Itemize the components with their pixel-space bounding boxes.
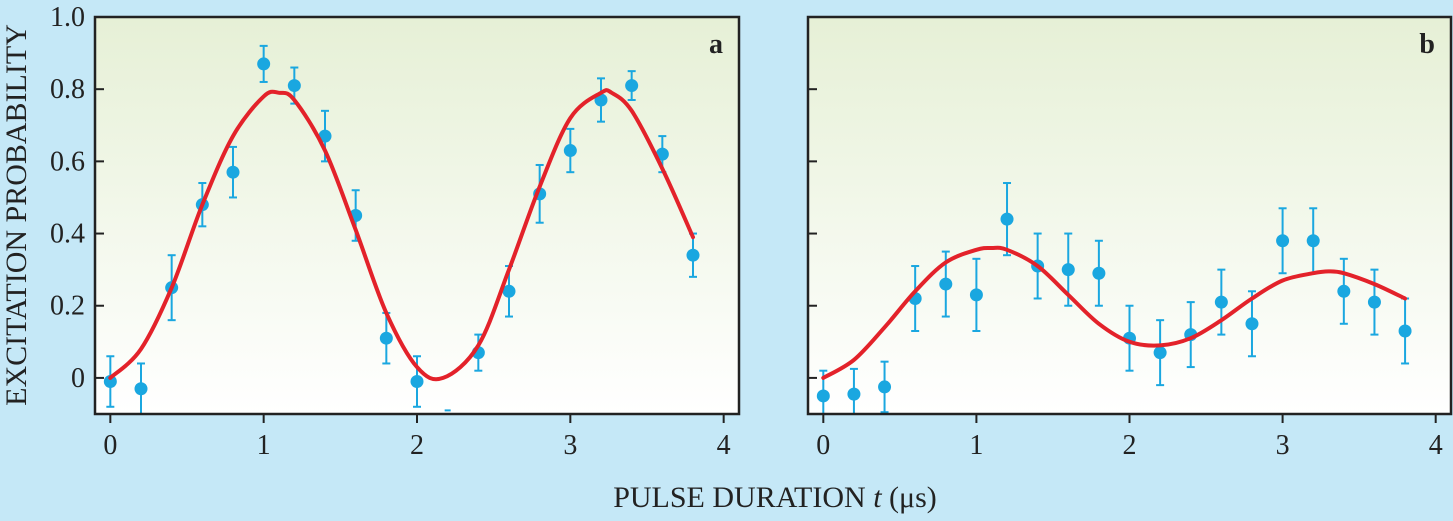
data-point: [969, 288, 983, 302]
x-tick-label: 2: [1123, 430, 1137, 461]
panel-label: b: [1419, 29, 1435, 60]
x-axis-label-text: PULSE DURATION: [613, 481, 873, 514]
data-point: [878, 380, 892, 394]
data-point: [226, 165, 240, 179]
plot-frame: [93, 15, 741, 416]
data-point: [1214, 295, 1228, 309]
data-point: [103, 375, 117, 389]
y-tick-label: 0.4: [50, 219, 85, 250]
x-tick-label: 1: [969, 430, 983, 461]
data-point: [563, 144, 577, 158]
y-tick-label: 0.2: [50, 291, 85, 322]
fit-curve: [108, 88, 695, 382]
data-point: [816, 389, 830, 403]
y-axis-label: EXCITATION PROBABILITY: [0, 24, 33, 406]
y-tick-label: 0.8: [50, 74, 85, 105]
data-point: [318, 129, 332, 143]
data-point: [257, 57, 271, 71]
panel-label: a: [709, 29, 723, 60]
plot-area: [95, 17, 739, 414]
panel-b: 0 1 2 3 4 b: [806, 15, 1453, 461]
x-tick-label: 4: [1429, 430, 1443, 461]
data-point: [134, 382, 148, 396]
data-point: [379, 331, 393, 345]
data-point: [502, 284, 516, 298]
x-tick-label: 4: [717, 430, 731, 461]
x-tick-label: 1: [257, 430, 271, 461]
data-point: [655, 147, 669, 161]
x-tick-label: 3: [563, 430, 577, 461]
panel-a: 0 0.2 0.4 0.6 0.8 1.0 0 1 2 3 4 a: [50, 2, 741, 461]
data-point: [287, 79, 301, 93]
x-tick-label: 0: [103, 430, 117, 461]
x-axis-label-unit: (μs): [882, 481, 937, 514]
data-point: [625, 79, 639, 93]
data-point: [686, 248, 700, 262]
data-point: [1000, 212, 1014, 226]
y-tick-label: 0.6: [50, 146, 85, 177]
data-point: [939, 277, 953, 291]
x-tick-label: 2: [410, 430, 424, 461]
data-point: [1061, 263, 1075, 277]
x-axis-label-variable: t: [873, 481, 882, 514]
data-point: [847, 387, 861, 401]
x-tick-label: 3: [1276, 430, 1290, 461]
x-axis-label: PULSE DURATION t (μs): [613, 481, 937, 514]
y-tick-label: 0: [71, 363, 85, 394]
data-point: [1306, 234, 1320, 248]
data-point: [410, 375, 424, 389]
data-point: [1367, 295, 1381, 309]
y-tick-label: 1.0: [50, 2, 85, 33]
data-point: [1398, 324, 1412, 338]
data-point: [1092, 266, 1106, 280]
plot-frame: [806, 15, 1453, 416]
x-tick-label: 0: [816, 430, 830, 461]
data-point: [1245, 317, 1259, 331]
fit-curve: [821, 245, 1408, 380]
data-point: [1337, 284, 1351, 298]
data-point: [1276, 234, 1290, 248]
data-point: [1153, 346, 1167, 360]
